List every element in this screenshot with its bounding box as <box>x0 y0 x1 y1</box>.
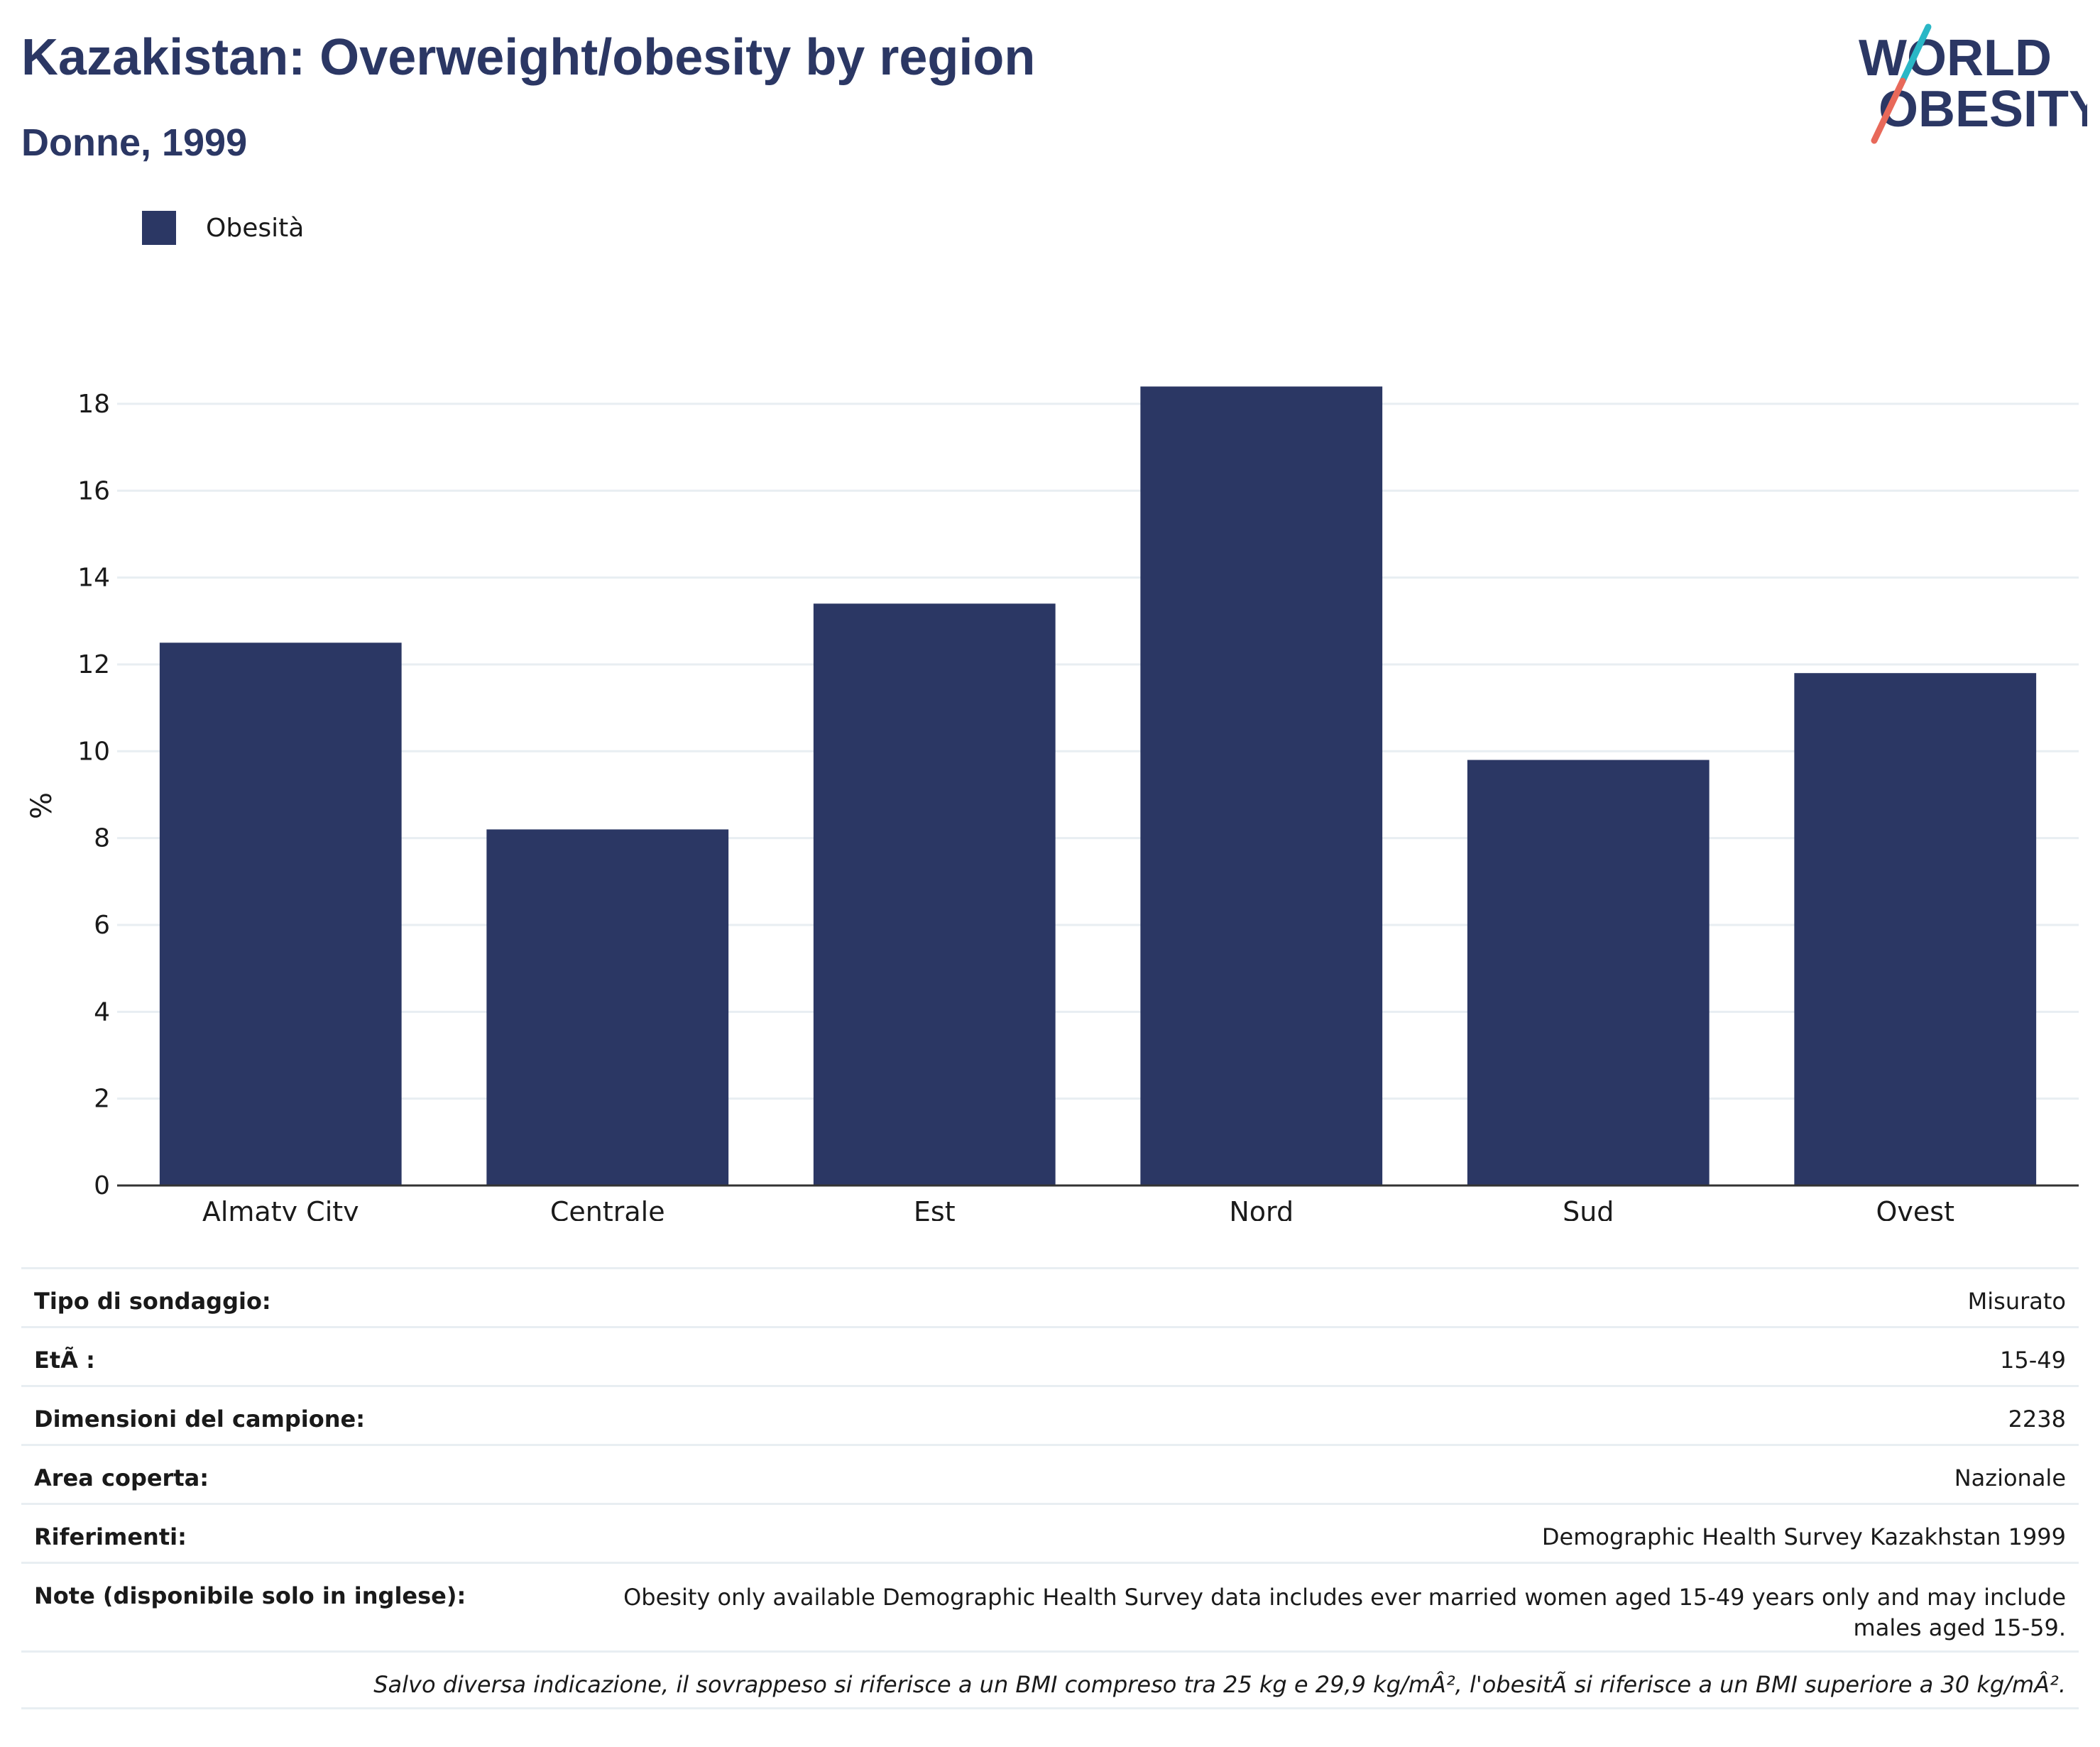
y-tick-label: 4 <box>94 997 110 1026</box>
legend-label-obesita: Obesità <box>206 213 305 243</box>
info-label: Riferimenti: <box>34 1523 187 1550</box>
info-value: Demographic Health Survey Kazakhstan 199… <box>1541 1523 2066 1550</box>
world-obesity-logo: WORLD OBESITY <box>1859 23 2087 144</box>
info-row: Area coperta: Nazionale <box>21 1444 2079 1503</box>
info-label: Area coperta: <box>34 1464 209 1491</box>
logo-line1: WORLD <box>1859 30 2052 87</box>
info-row: Tipo di sondaggio: Misurato <box>21 1267 2079 1326</box>
bar-centrale <box>486 829 729 1185</box>
logo-slash-top <box>1899 23 1932 84</box>
y-tick-label: 18 <box>77 390 110 419</box>
chart-subtitle: Donne, 1999 <box>21 121 248 164</box>
survey-info-table: Tipo di sondaggio: Misurato EtÃ : 15-49 Dime… <box>21 1267 2079 1709</box>
info-row: Note (disponibile solo in inglese): Obesi… <box>21 1562 2079 1650</box>
info-value: Misurato <box>1967 1288 2066 1315</box>
y-tick-label: 2 <box>94 1085 110 1114</box>
chart-title: Kazakistan: Overweight/obesity by region <box>21 29 1036 86</box>
info-value: 15-49 <box>2000 1347 2066 1374</box>
info-label: Note (disponibile solo in inglese): <box>34 1582 466 1609</box>
y-tick-label: 8 <box>94 824 110 853</box>
y-tick-label: 0 <box>94 1171 110 1200</box>
y-axis-label: % <box>26 792 58 819</box>
bar-sud <box>1467 760 1710 1185</box>
bar-almaty-city <box>159 642 402 1185</box>
logo-line2: OBESITY <box>1878 81 2087 138</box>
info-value: Nazionale <box>1954 1464 2066 1491</box>
bar-est <box>813 603 1056 1185</box>
logo-slash-bottom <box>1871 77 1906 144</box>
x-tick-label: Est <box>914 1196 956 1221</box>
bar-nord <box>1140 386 1383 1186</box>
y-tick-label: 12 <box>77 650 110 679</box>
y-tick-label: 14 <box>77 564 110 593</box>
x-tick-label: Almaty City <box>202 1196 359 1221</box>
info-label: EtÃ : <box>34 1347 95 1374</box>
x-tick-label: Nord <box>1229 1196 1294 1221</box>
y-tick-label: 6 <box>94 911 110 940</box>
y-tick-label: 10 <box>77 737 110 766</box>
info-row: Riferimenti: Demographic Health Survey Ka… <box>21 1503 2079 1562</box>
x-tick-label: Ovest <box>1876 1196 1954 1221</box>
info-row: Dimensioni del campione: 2238 <box>21 1385 2079 1444</box>
legend[interactable]: Obesità <box>142 211 304 245</box>
info-row: EtÃ : 15-49 <box>21 1326 2079 1385</box>
bar-chart: 0 2 4 6 8 10 12 14 16 18% Almaty City Centrale Est No… <box>26 386 2079 1221</box>
bar-ovest <box>1794 673 2037 1185</box>
x-tick-label: Centrale <box>550 1196 665 1221</box>
bmi-footnote: Salvo diversa indicazione, il sovrappeso… <box>21 1650 2079 1709</box>
info-label: Dimensioni del campione: <box>34 1406 366 1433</box>
info-label: Tipo di sondaggio: <box>34 1288 271 1315</box>
info-value: 2238 <box>2008 1406 2066 1433</box>
y-tick-label: 16 <box>77 476 110 505</box>
x-tick-label: Sud <box>1563 1196 1614 1221</box>
legend-swatch-obesita <box>142 211 176 245</box>
info-value: Obesity only available Demographic Healt… <box>623 1584 2066 1642</box>
